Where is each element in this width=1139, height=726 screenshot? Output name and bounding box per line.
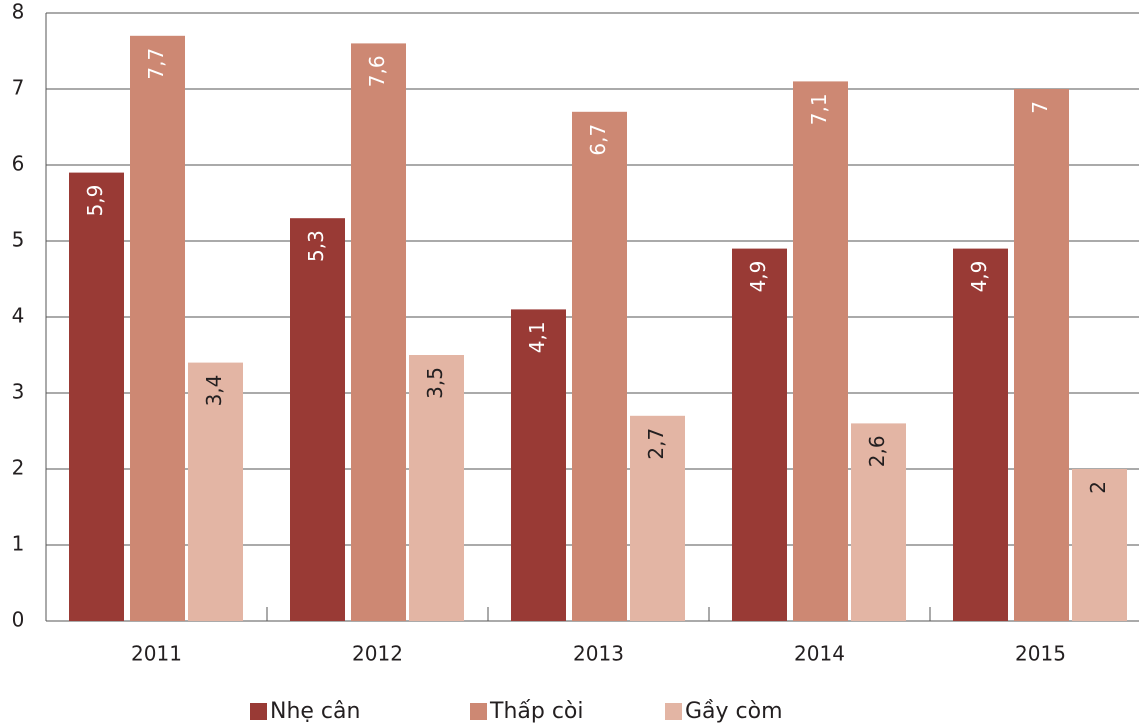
bar: [409, 355, 464, 621]
x-tick-label: 2013: [573, 642, 624, 666]
value-label: 4,9: [746, 261, 770, 293]
y-tick-label: 2: [12, 456, 25, 480]
value-label: 5,3: [304, 230, 328, 262]
y-tick-label: 1: [12, 532, 25, 556]
y-tick-label: 3: [12, 380, 25, 404]
value-label: 2,6: [865, 435, 889, 467]
x-tick-label: 2015: [1015, 642, 1066, 666]
x-tick-label: 2014: [794, 642, 845, 666]
bar: [1072, 469, 1127, 621]
value-label: 6,7: [586, 124, 610, 156]
legend-label: Gầy còm: [685, 699, 783, 724]
y-tick-label: 4: [12, 304, 25, 328]
bar: [851, 423, 906, 621]
legend-swatch: [470, 703, 487, 720]
legend-label: Nhẹ cân: [270, 699, 360, 724]
value-label: 2,7: [644, 428, 668, 460]
value-label: 7,7: [144, 48, 168, 80]
y-tick-label: 7: [12, 76, 25, 100]
bar: [69, 172, 124, 621]
bar: [351, 43, 406, 621]
legend-swatch: [250, 703, 267, 720]
y-tick-label: 8: [12, 0, 25, 24]
bar: [793, 81, 848, 621]
x-tick-label: 2011: [131, 642, 182, 666]
y-tick-label: 0: [12, 608, 25, 632]
bar: [188, 362, 243, 621]
value-label: 2: [1086, 481, 1110, 494]
value-label: 7,6: [365, 55, 389, 87]
legend-swatch: [665, 703, 682, 720]
legend-label: Thấp còi: [489, 699, 584, 724]
value-label: 7,1: [807, 93, 831, 125]
value-label: 5,9: [83, 185, 107, 217]
value-label: 3,4: [202, 375, 226, 407]
value-label: 3,5: [423, 367, 447, 399]
y-tick-label: 5: [12, 228, 25, 252]
bar: [953, 248, 1008, 621]
bar: [130, 35, 185, 622]
y-tick-label: 6: [12, 152, 25, 176]
bar: [1014, 89, 1069, 621]
bar: [630, 415, 685, 621]
value-label: 7: [1028, 101, 1052, 114]
x-tick-label: 2012: [352, 642, 403, 666]
bar: [572, 111, 627, 622]
value-label: 4,9: [967, 261, 991, 293]
value-label: 4,1: [525, 321, 549, 353]
bar: [511, 309, 566, 621]
bar: [290, 218, 345, 621]
bar: [732, 248, 787, 621]
